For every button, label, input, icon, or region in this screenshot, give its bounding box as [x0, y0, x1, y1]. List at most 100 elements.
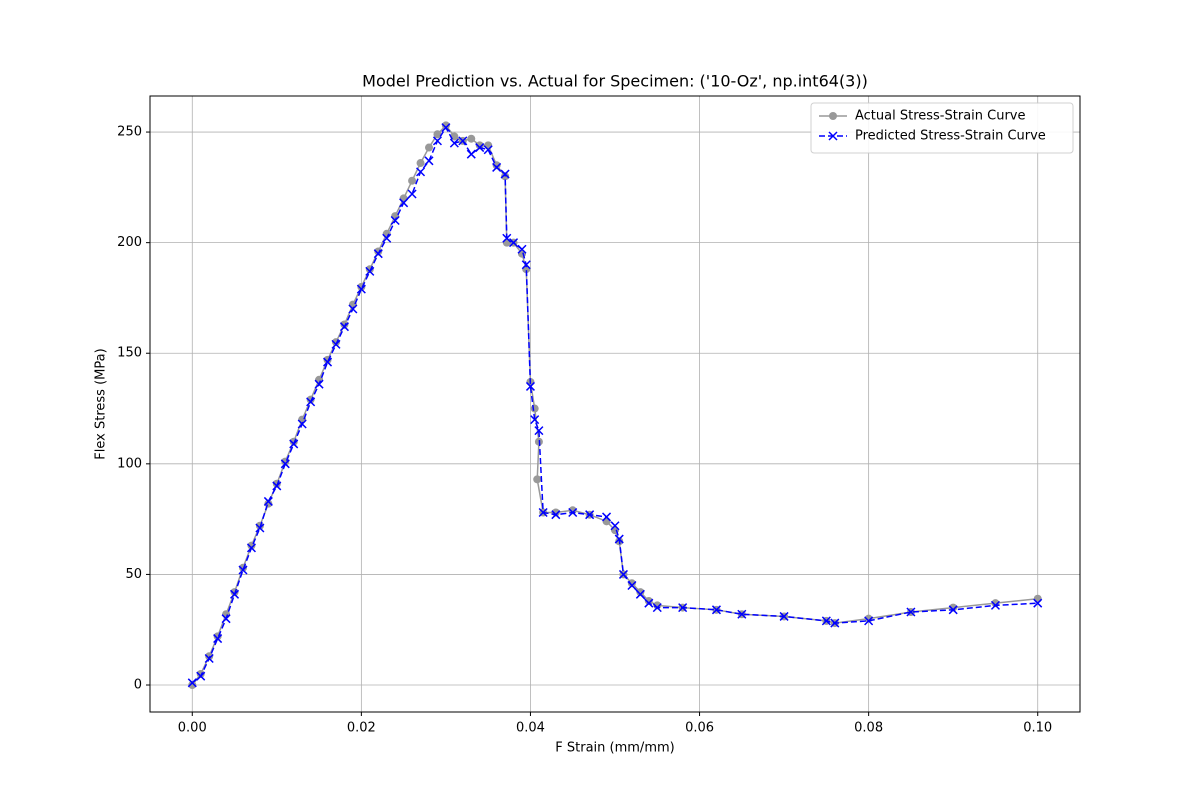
- marker: [990, 600, 1000, 610]
- marker: [365, 266, 375, 276]
- marker: [538, 507, 548, 518]
- marker: [323, 357, 333, 367]
- x-tick-label: 0.06: [685, 721, 714, 736]
- marker: [475, 143, 485, 153]
- marker: [551, 510, 561, 520]
- x-tick-label: 0.00: [178, 721, 207, 736]
- marker: [864, 616, 874, 626]
- marker: [416, 159, 425, 168]
- legend-box: [810, 102, 1074, 154]
- marker: [644, 598, 654, 608]
- marker: [424, 156, 434, 166]
- marker: [221, 614, 231, 624]
- marker: [518, 249, 526, 258]
- marker: [484, 141, 493, 150]
- y-tick-label: 100: [117, 456, 142, 471]
- marker: [517, 244, 527, 254]
- marker: [467, 134, 476, 143]
- marker: [340, 320, 349, 329]
- marker: [441, 123, 451, 133]
- marker: [585, 510, 595, 520]
- legend-marker: [828, 131, 838, 141]
- marker: [306, 397, 316, 407]
- marker: [636, 588, 645, 597]
- marker: [483, 145, 493, 155]
- marker: [652, 603, 662, 613]
- marker: [314, 379, 324, 389]
- x-tick-label: 0.04: [516, 721, 545, 736]
- plot-frame: [149, 95, 1081, 713]
- marker: [711, 605, 721, 615]
- marker: [407, 189, 417, 199]
- marker: [502, 233, 512, 243]
- marker: [602, 517, 611, 526]
- marker: [255, 523, 265, 533]
- y-tick-label: 250: [117, 125, 142, 140]
- marker: [737, 609, 747, 619]
- marker: [530, 415, 540, 425]
- legend: Actual Stress-Strain Curve Predicted Stre…: [810, 102, 1074, 154]
- marker: [830, 618, 840, 628]
- marker: [441, 121, 450, 130]
- y-axis-label: Flex Stress (MPa): [94, 348, 109, 459]
- marker: [821, 616, 831, 626]
- marker: [399, 194, 408, 203]
- x-axis-label: F Strain (mm/mm): [555, 741, 674, 756]
- marker: [568, 507, 578, 518]
- marker: [1033, 594, 1042, 603]
- marker: [521, 260, 531, 270]
- marker: [433, 130, 442, 139]
- marker: [204, 653, 214, 664]
- marker: [948, 605, 958, 615]
- marker: [289, 439, 299, 449]
- marker: [196, 671, 206, 681]
- marker: [213, 634, 223, 644]
- marker: [500, 169, 510, 179]
- marker: [458, 136, 468, 146]
- marker: [618, 569, 628, 579]
- marker: [627, 579, 636, 588]
- marker: [614, 534, 624, 544]
- series-line: [191, 126, 1038, 684]
- marker: [635, 589, 645, 599]
- y-tick-label: 0: [134, 678, 142, 693]
- x-tick-label: 0.02: [347, 721, 376, 736]
- marker: [644, 596, 653, 605]
- marker: [530, 404, 539, 413]
- marker: [602, 512, 612, 522]
- chart-title: Model Prediction vs. Actual for Specimen…: [362, 72, 868, 91]
- marker: [399, 198, 409, 208]
- marker: [492, 161, 501, 170]
- marker: [408, 176, 417, 185]
- marker: [610, 521, 620, 531]
- marker: [339, 322, 349, 332]
- marker: [374, 247, 383, 256]
- marker: [1033, 598, 1043, 608]
- marker: [906, 607, 916, 617]
- marker: [416, 167, 426, 177]
- x-tick-label: 0.10: [1023, 721, 1052, 736]
- marker: [230, 589, 240, 599]
- marker: [356, 284, 366, 294]
- marker: [432, 136, 442, 146]
- marker: [246, 543, 256, 553]
- marker: [348, 304, 358, 314]
- marker: [297, 419, 307, 429]
- marker: [280, 459, 290, 469]
- legend-label: Predicted Stress-Strain Curve: [855, 129, 1046, 144]
- marker: [425, 143, 433, 152]
- marker: [196, 669, 205, 678]
- marker: [331, 339, 341, 349]
- marker: [534, 426, 544, 436]
- marker: [272, 481, 282, 491]
- marker: [187, 678, 197, 688]
- marker: [238, 565, 248, 575]
- marker: [466, 149, 476, 159]
- marker: [525, 381, 535, 391]
- legend-label: Actual Stress-Strain Curve: [855, 109, 1026, 124]
- marker: [449, 138, 459, 148]
- marker: [373, 249, 383, 259]
- marker: [390, 215, 400, 226]
- marker: [263, 496, 273, 506]
- marker: [205, 652, 214, 661]
